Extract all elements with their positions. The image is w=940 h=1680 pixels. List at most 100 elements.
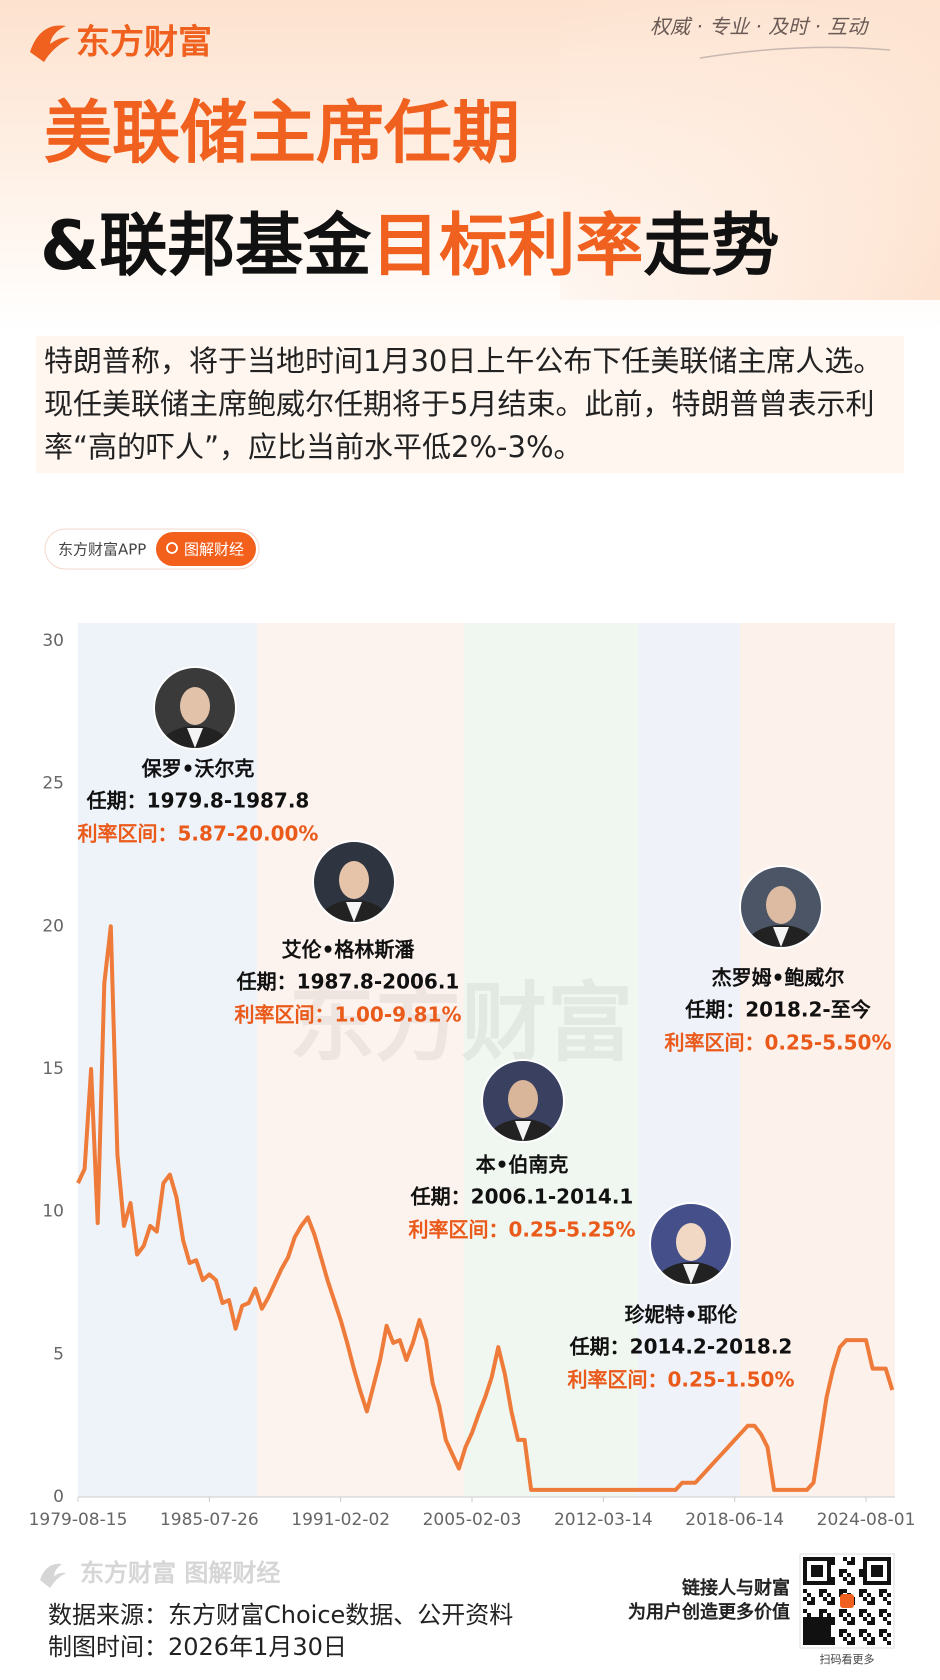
qr-cell bbox=[851, 1617, 855, 1621]
qr-cell bbox=[839, 1633, 843, 1637]
qr-cell bbox=[807, 1613, 811, 1617]
chair-term: 任期：2014.2-2018.2 bbox=[569, 1335, 793, 1359]
portrait-ring bbox=[312, 840, 396, 924]
y-tick-label: 15 bbox=[42, 1059, 64, 1079]
x-tick-label: 2005-02-03 bbox=[423, 1510, 522, 1530]
portrait-suit bbox=[487, 1119, 559, 1142]
qr-cell bbox=[803, 1617, 807, 1621]
portrait-face bbox=[508, 1080, 538, 1118]
qr-cell bbox=[807, 1557, 811, 1561]
qr-cell bbox=[863, 1573, 867, 1577]
qr-cell bbox=[831, 1557, 835, 1561]
qr-cell bbox=[863, 1609, 867, 1613]
qr-cell bbox=[827, 1593, 831, 1597]
qr-cell bbox=[843, 1557, 847, 1561]
qr-cell bbox=[811, 1601, 815, 1605]
x-tick-label: 2018-06-14 bbox=[685, 1510, 784, 1530]
qr-cell bbox=[811, 1569, 815, 1573]
qr-cell bbox=[871, 1581, 875, 1585]
qr-cell bbox=[883, 1629, 887, 1633]
chair-name: 艾伦•格林斯潘 bbox=[282, 938, 416, 962]
qr-cell bbox=[863, 1629, 867, 1633]
qr-cell bbox=[819, 1629, 823, 1633]
qr-cell bbox=[863, 1589, 867, 1593]
qr-cell bbox=[807, 1633, 811, 1637]
portrait-ring bbox=[649, 1202, 733, 1286]
qr-cell bbox=[803, 1637, 807, 1641]
qr-cell bbox=[883, 1589, 887, 1593]
qr-cell bbox=[879, 1581, 883, 1585]
qr-cell bbox=[859, 1633, 863, 1637]
title-part: 走势 bbox=[643, 207, 779, 286]
qr-cell bbox=[843, 1637, 847, 1641]
qr-cell bbox=[851, 1641, 855, 1645]
portrait bbox=[482, 1060, 564, 1142]
qr-cell bbox=[811, 1629, 815, 1633]
qr-cell bbox=[887, 1593, 891, 1597]
slogan: 权威 · 专业 · 及时 · 互动 bbox=[650, 15, 869, 39]
qr-cell bbox=[843, 1589, 847, 1593]
qr-cell bbox=[879, 1629, 883, 1633]
footer-slogan: 链接人与财富 bbox=[682, 1577, 790, 1599]
qr-cell bbox=[803, 1581, 807, 1585]
portrait-suit bbox=[318, 900, 390, 923]
chair-term: 任期：2006.1-2014.1 bbox=[410, 1185, 634, 1209]
qr-cell bbox=[887, 1581, 891, 1585]
qr-cell bbox=[819, 1641, 823, 1645]
qr-cell bbox=[847, 1633, 851, 1637]
qr-cell bbox=[815, 1557, 819, 1561]
logo-icon bbox=[30, 25, 70, 62]
qr-cell bbox=[843, 1577, 847, 1581]
qr-cell bbox=[803, 1641, 807, 1645]
qr-cell bbox=[847, 1641, 851, 1645]
qr-cell bbox=[831, 1581, 835, 1585]
header-glow bbox=[560, 0, 940, 300]
qr-cell bbox=[819, 1633, 823, 1637]
qr-cell bbox=[803, 1561, 807, 1565]
qr-cell bbox=[827, 1565, 831, 1569]
intro: 特朗普称，将于当地时间1月30日上午公布下任美联储主席人选。现任美联储主席鲍威尔… bbox=[36, 336, 904, 473]
qr-cell bbox=[827, 1577, 831, 1581]
qr-cell bbox=[831, 1597, 835, 1601]
qr-cell bbox=[875, 1573, 879, 1577]
tag-active bbox=[156, 532, 256, 566]
y-tick-label: 25 bbox=[42, 774, 64, 794]
qr-cell bbox=[887, 1561, 891, 1565]
qr-cell bbox=[823, 1621, 827, 1625]
qr-cell bbox=[815, 1637, 819, 1641]
portrait-ring bbox=[153, 666, 237, 750]
qr-cell bbox=[819, 1569, 823, 1573]
qr-cell bbox=[875, 1557, 879, 1561]
portrait bbox=[740, 866, 822, 948]
portrait-suit bbox=[745, 925, 817, 948]
qr-cell bbox=[871, 1565, 875, 1569]
qr-cell bbox=[887, 1641, 891, 1645]
qr-cell bbox=[883, 1597, 887, 1601]
rate-line bbox=[76, 924, 895, 1492]
title-part: &联邦基金 bbox=[40, 207, 372, 286]
qr-cell bbox=[879, 1589, 883, 1593]
qr-cell bbox=[815, 1569, 819, 1573]
qr-cell bbox=[867, 1557, 871, 1561]
qr-cell bbox=[811, 1581, 815, 1585]
y-tick-label: 0 bbox=[53, 1487, 64, 1507]
qr-cell bbox=[823, 1557, 827, 1561]
qr-cell bbox=[803, 1577, 807, 1581]
qr-cell bbox=[847, 1581, 851, 1585]
qr-cell bbox=[811, 1617, 815, 1621]
qr-cell bbox=[859, 1613, 863, 1617]
qr-cell bbox=[859, 1629, 863, 1633]
portrait-shirt bbox=[683, 1264, 699, 1284]
watermark: 东方财富 bbox=[289, 973, 633, 1073]
qr-cell bbox=[807, 1621, 811, 1625]
qr-cell bbox=[827, 1617, 831, 1621]
chair-range: 利率区间：0.25-5.25% bbox=[408, 1218, 635, 1242]
qr-cell bbox=[803, 1629, 807, 1633]
qr-cell bbox=[827, 1601, 831, 1605]
tag-app: 东方财富APP bbox=[58, 541, 146, 559]
x-tick-label: 1991-02-02 bbox=[291, 1510, 390, 1530]
qr-cell bbox=[871, 1617, 875, 1621]
qr-cell bbox=[815, 1625, 819, 1629]
